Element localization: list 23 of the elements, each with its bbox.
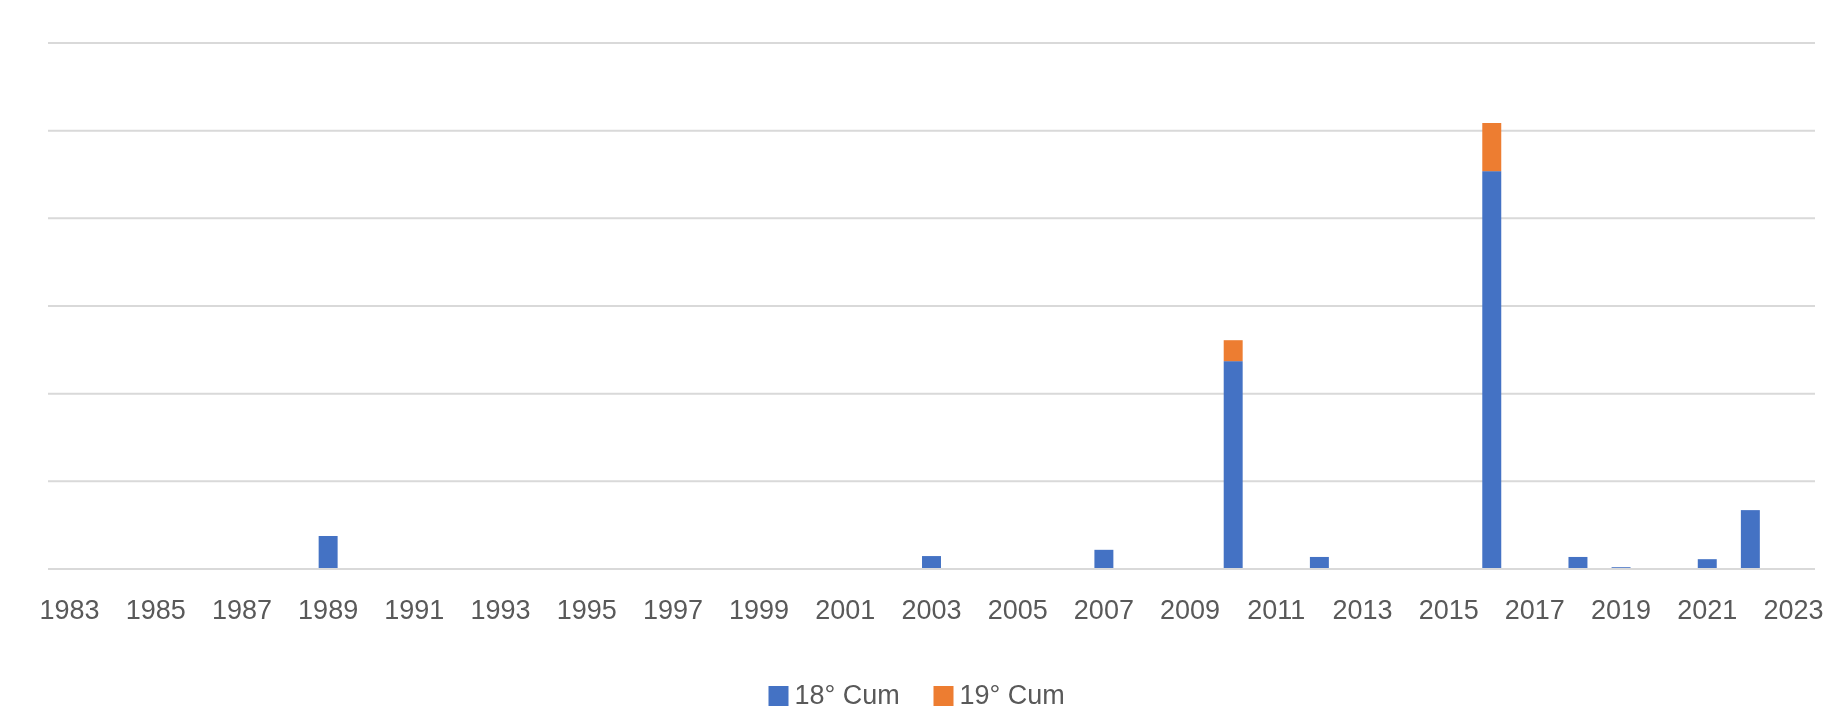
x-tick-label: 2003 [901,595,962,625]
x-tick-label: 2021 [1677,595,1738,625]
x-tick-label: 1985 [125,595,186,625]
legend-label: 18° Cum [794,680,900,710]
x-tick-label: 1995 [556,595,617,625]
x-tick-label: 2023 [1763,595,1824,625]
x-tick-label: 1983 [39,595,100,625]
x-tick-label: 1993 [470,595,531,625]
x-tick-label: 2005 [987,595,1048,625]
x-tick-label: 2011 [1247,595,1306,625]
x-tick-label: 2013 [1332,595,1393,625]
x-tick-label: 2019 [1591,595,1652,625]
x-tick-label: 2007 [1073,595,1134,625]
x-tick-label: 1987 [211,595,272,625]
x-tick-label: 1997 [642,595,703,625]
x-tick-label: 1999 [729,595,790,625]
x-tick-label: 2015 [1418,595,1479,625]
legend-label: 19° Cum [959,680,1065,710]
x-tick-label: 2001 [815,595,876,625]
x-tick-label: 2009 [1160,595,1221,625]
x-tick-label: 1989 [298,595,359,625]
x-tick-label: 1991 [384,595,445,625]
x-tick-label: 2017 [1504,595,1565,625]
